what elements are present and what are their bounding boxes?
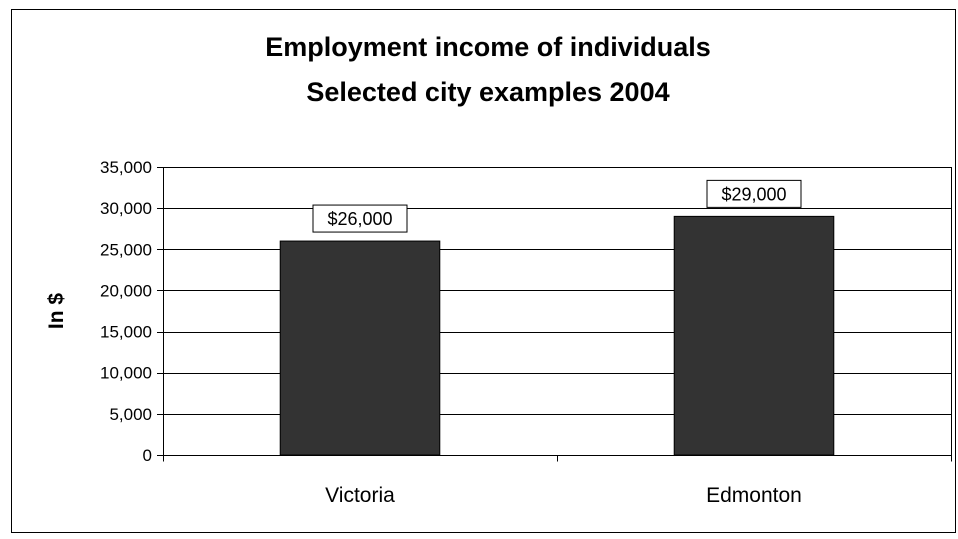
y-tick-label: 30,000 [100, 199, 152, 218]
y-tick-label: 35,000 [100, 158, 152, 177]
bar [279, 240, 441, 456]
plot-area: 0 5,000 10,000 15,000 20,000 25,000 30,000 35,0… [100, 158, 952, 507]
bar [673, 215, 835, 456]
y-tick-label: 10,000 [100, 364, 152, 383]
x-tick-label: Victoria [325, 484, 395, 507]
data-label-box [706, 179, 802, 208]
y-tick-label: 25,000 [100, 240, 152, 259]
y-tick-label: 15,000 [100, 323, 152, 342]
y-tick-label: 0 [143, 446, 152, 465]
x-tick-label: Edmonton [706, 484, 802, 507]
chart-subtitle: Selected city examples 2004 [306, 77, 669, 107]
data-label: $29,000 [721, 184, 786, 204]
data-label-box [312, 204, 408, 233]
data-label: $26,000 [327, 209, 392, 229]
chart-title: Employment income of individuals [265, 32, 711, 62]
y-tick-label: 20,000 [100, 281, 152, 300]
y-tick-label: 5,000 [109, 405, 152, 424]
y-axis-title: In $ [45, 293, 68, 329]
